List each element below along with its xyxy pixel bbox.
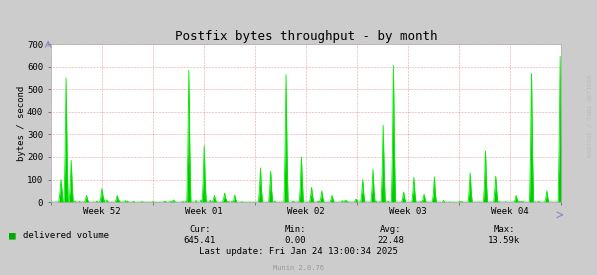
Text: ■: ■: [9, 230, 16, 240]
Y-axis label: bytes / second: bytes / second: [17, 86, 26, 161]
Text: Avg:: Avg:: [380, 226, 402, 234]
Text: Min:: Min:: [285, 226, 306, 234]
Text: delivered volume: delivered volume: [23, 231, 109, 240]
Text: Cur:: Cur:: [189, 226, 211, 234]
Text: 13.59k: 13.59k: [488, 236, 521, 245]
Text: RRDTOOL / TOBI OETIKER: RRDTOOL / TOBI OETIKER: [587, 74, 592, 157]
Title: Postfix bytes throughput - by month: Postfix bytes throughput - by month: [175, 30, 437, 43]
Text: 645.41: 645.41: [184, 236, 216, 245]
Text: Last update: Fri Jan 24 13:00:34 2025: Last update: Fri Jan 24 13:00:34 2025: [199, 248, 398, 256]
Text: Munin 2.0.76: Munin 2.0.76: [273, 265, 324, 271]
Text: Max:: Max:: [494, 226, 515, 234]
Text: 22.48: 22.48: [377, 236, 405, 245]
Text: 0.00: 0.00: [285, 236, 306, 245]
